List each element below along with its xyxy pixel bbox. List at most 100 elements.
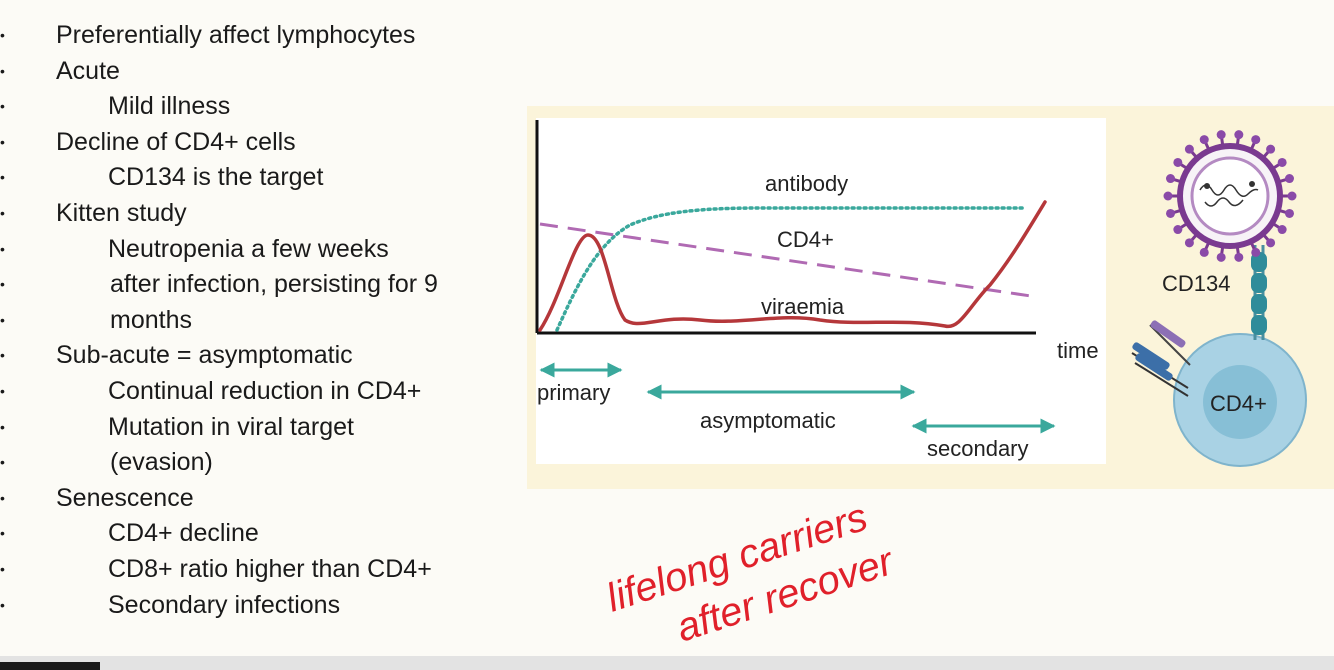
bullet-text: Senescence	[56, 483, 194, 512]
bullet-item: • Secondary infections	[0, 588, 520, 624]
bullet-text: (evasion)	[110, 448, 213, 477]
bullet-item: • Preferentially affect lymphocytes	[0, 18, 520, 54]
virus-spike-head	[1266, 238, 1276, 248]
bullet-item: • Decline of CD4+ cells	[0, 125, 520, 161]
virus-particle	[1163, 130, 1297, 262]
virus-dot-1	[1204, 183, 1210, 189]
bullet-text: CD4+ decline	[108, 519, 259, 548]
receptor-blue-stem-b	[1134, 362, 1189, 397]
bullet-dot: •	[0, 27, 5, 43]
bullet-item: • months	[0, 303, 520, 339]
bullet-item: • Sub-acute = asymptomatic	[0, 338, 520, 374]
bullet-dot: •	[0, 347, 5, 364]
virus-rna-2	[1204, 197, 1244, 207]
cd134-label: CD134	[1162, 271, 1230, 296]
receptor-blue-body-a	[1132, 342, 1170, 370]
bullet-item: • Continual reduction in CD4+	[0, 374, 520, 410]
bullet-text: Secondary infections	[108, 590, 341, 619]
bullet-item: • Mild illness	[0, 89, 520, 125]
bullet-dot: •	[0, 240, 5, 257]
bullet-text: Decline of CD4+ cells	[56, 127, 296, 156]
series-antibody-line	[555, 206, 1028, 332]
bullet-text: Preferentially affect lymphocytes	[56, 21, 416, 49]
bullet-text: Acute	[56, 56, 120, 85]
bullet-list: • Preferentially affect lymphocytes • Acute…	[0, 18, 520, 623]
virus-spike-head	[1251, 247, 1261, 257]
receptor-blue-body-b	[1135, 353, 1173, 381]
bullet-dot: •	[0, 98, 5, 115]
bullet-item: • (evasion)	[0, 445, 520, 481]
receptor-domain-4	[1251, 315, 1267, 335]
x-axis-label: time	[1057, 338, 1099, 363]
series-label-antibody: antibody	[765, 171, 848, 196]
virus-spike-head	[1234, 130, 1244, 140]
receptor-domain-3	[1251, 294, 1267, 314]
virus-spike-head	[1277, 157, 1287, 167]
graph-box	[536, 118, 1106, 464]
virus-spike-head	[1251, 135, 1261, 145]
series-label-cd4: CD4+	[777, 227, 834, 252]
bullet-item: • after infection, persisting for 9	[0, 267, 520, 303]
bullet-dot: •	[0, 560, 5, 577]
phase-label-primary: primary	[537, 380, 610, 405]
bullet-item: • Acute	[0, 54, 520, 90]
bullet-item: • Kitten study	[0, 196, 520, 232]
receptor-purple-body	[1150, 320, 1186, 348]
bullet-dot: •	[0, 418, 5, 435]
virus-spike-head	[1284, 208, 1294, 218]
bullet-text: Sub-acute = asymptomatic	[56, 341, 353, 370]
virus-spike-head	[1184, 238, 1194, 248]
phase-label-asymptomatic: asymptomatic	[700, 408, 836, 433]
bullet-dot: •	[0, 169, 5, 186]
virus-spike-head	[1199, 247, 1209, 257]
virus-spike-head	[1163, 191, 1173, 201]
bullet-item: • Senescence	[0, 481, 520, 517]
bullet-dot: •	[0, 204, 5, 221]
bullet-text: Continual reduction in CD4+	[108, 376, 422, 405]
bullet-dot: •	[0, 454, 5, 471]
bullet-text: Mutation in viral target	[108, 412, 354, 441]
bullet-dot: •	[0, 311, 5, 328]
bullet-dot: •	[0, 276, 5, 293]
virus-spike-head	[1173, 225, 1183, 235]
virus-spikes	[1163, 130, 1297, 262]
virus-spike-head	[1199, 135, 1209, 145]
phase-label-secondary: secondary	[927, 436, 1029, 461]
bullet-dot: •	[0, 489, 5, 506]
bullet-text: CD134 is the target	[108, 163, 324, 192]
virus-spike-head	[1166, 208, 1176, 218]
bullet-dot: •	[0, 62, 5, 79]
cd4-cell-label: CD4+	[1210, 391, 1267, 416]
virus-spike-head	[1216, 252, 1226, 262]
bullet-dot: •	[0, 133, 5, 150]
bullet-dot: •	[0, 382, 5, 399]
bullet-text: after infection, persisting for 9	[110, 270, 438, 299]
virus-spike-head	[1216, 130, 1226, 140]
virus-spike-head	[1284, 174, 1294, 184]
bullet-text: months	[110, 305, 192, 334]
cd4-cell-diagram: CD4+ CD134	[1131, 130, 1307, 467]
handwritten-note: lifelong carriers after recover	[601, 495, 900, 651]
series-label-viraemia: viraemia	[761, 294, 845, 319]
bullet-item: • CD4+ decline	[0, 516, 520, 552]
bottom-scroll-thumb[interactable]	[0, 662, 100, 670]
receptor-purple	[1149, 320, 1191, 366]
receptor-blue	[1131, 342, 1189, 397]
bullet-dot: •	[0, 525, 5, 542]
bullet-item: • CD134 is the target	[0, 160, 520, 196]
bullet-text: CD8+ ratio higher than CD4+	[108, 554, 432, 583]
bullet-text: Kitten study	[56, 198, 187, 227]
bullet-text: Neutropenia a few weeks	[108, 234, 389, 263]
bullet-item: • Neutropenia a few weeks	[0, 232, 520, 268]
receptor-purple-stem	[1149, 324, 1191, 366]
virus-dot-2	[1249, 181, 1255, 187]
virus-spike-head	[1266, 144, 1276, 154]
bottom-scrollbar[interactable]	[0, 656, 1334, 670]
virus-spike-head	[1184, 144, 1194, 154]
series-viraemia-line	[538, 200, 1047, 332]
cd4-nucleus	[1203, 365, 1277, 439]
virus-spike-head	[1277, 225, 1287, 235]
virus-spike-head	[1234, 252, 1244, 262]
bullet-item: • Mutation in viral target	[0, 410, 520, 446]
